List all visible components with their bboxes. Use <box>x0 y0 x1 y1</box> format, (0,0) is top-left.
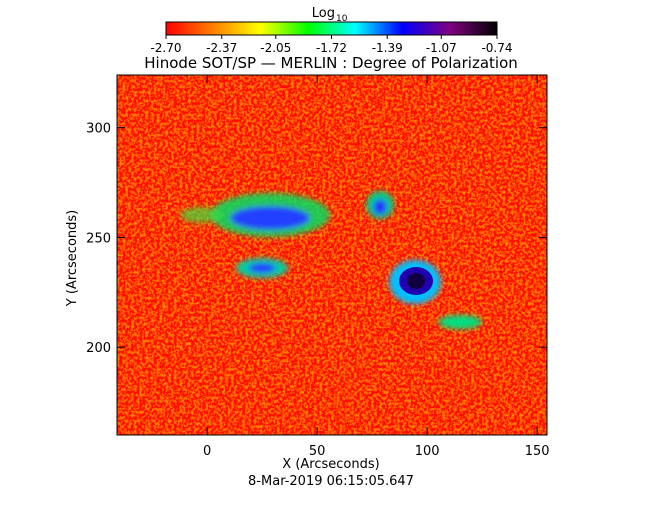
plot-frame <box>116 74 548 436</box>
y-tick-label: 300 <box>86 122 111 137</box>
y-tick-label: 250 <box>86 231 111 246</box>
x-axis-label: X (Arcseconds) <box>282 457 379 472</box>
colorbar-tick-label: -1.72 <box>316 41 347 55</box>
colorbar-tick-label: -1.07 <box>426 41 457 55</box>
colorbar-label: Log <box>312 6 335 21</box>
footer-date: 8-Mar-2019 06:15:05.647 <box>248 474 414 489</box>
colorbar-tick-label: -2.37 <box>206 41 237 55</box>
y-axis-label: Y (Arcseconds) <box>65 210 80 307</box>
colorbar-tick-label: -2.70 <box>150 41 181 55</box>
x-tick-label: 100 <box>415 444 440 459</box>
x-tick-label: 150 <box>525 444 550 459</box>
colorbar-tick-label: -1.39 <box>372 41 403 55</box>
colorbar-label-sub: 10 <box>336 14 348 24</box>
x-tick-label: 0 <box>203 444 211 459</box>
x-tick-label: 50 <box>309 444 326 459</box>
colorbar-tick-label: -2.05 <box>260 41 291 55</box>
colorbar-tick-label: -0.74 <box>481 41 512 55</box>
heatmap-image <box>117 75 547 435</box>
colorbar <box>165 21 498 36</box>
chart-title: Hinode SOT/SP — MERLIN : Degree of Polar… <box>144 54 518 72</box>
y-tick-label: 200 <box>86 341 111 356</box>
